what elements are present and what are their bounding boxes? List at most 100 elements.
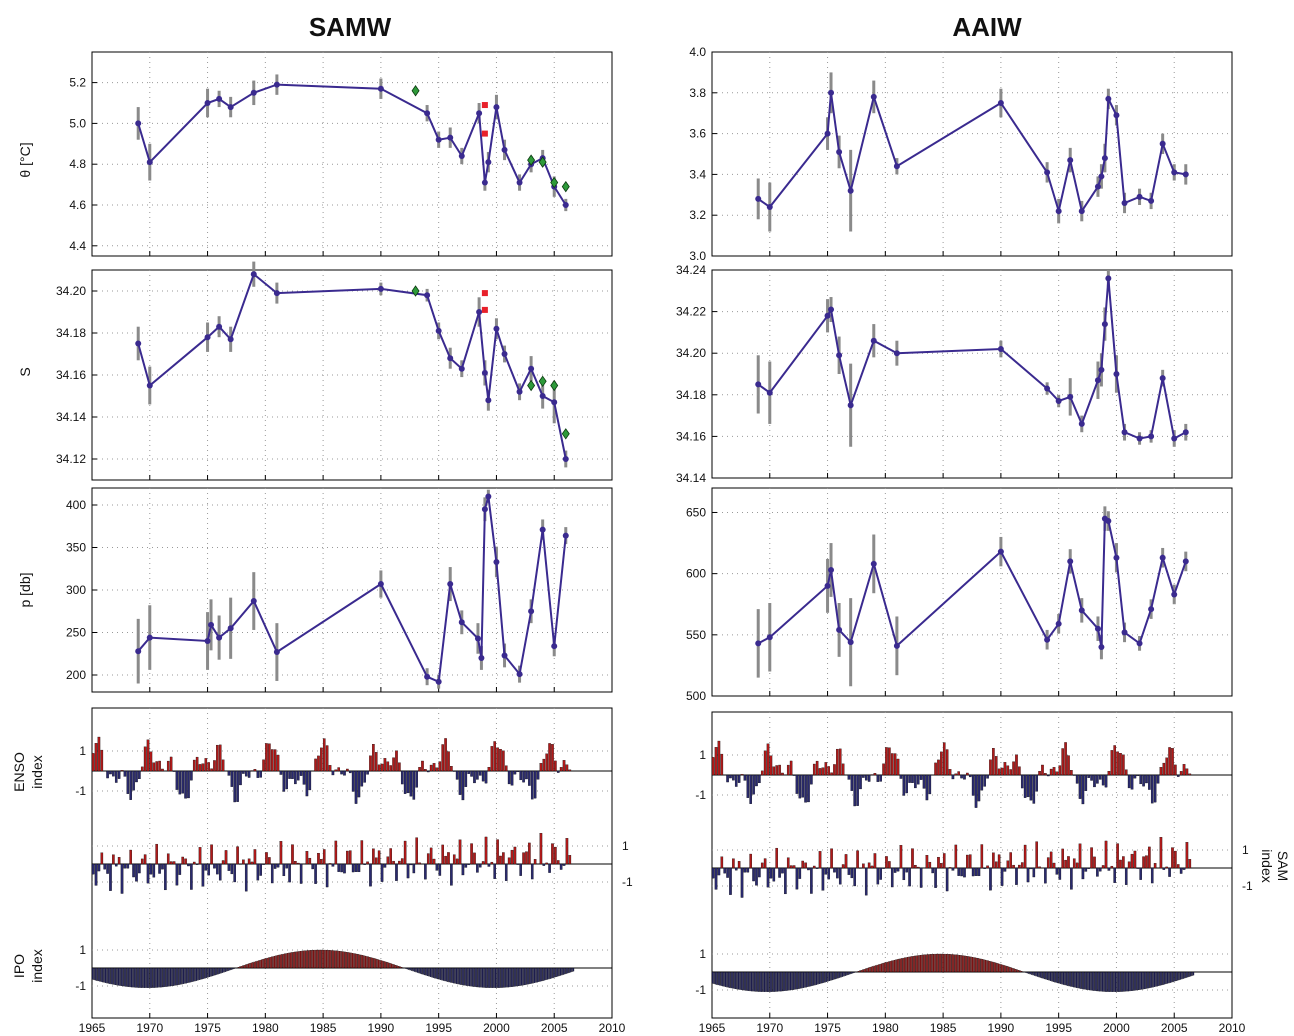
sam-bar xyxy=(1124,867,1128,885)
data-point xyxy=(273,290,280,297)
enso-bar xyxy=(129,770,132,800)
sam-bar xyxy=(997,854,1001,869)
data-point xyxy=(273,649,280,656)
ipo-bar xyxy=(824,971,826,983)
ipo-bar xyxy=(863,969,865,973)
ipo-bar xyxy=(185,967,188,984)
ipo-bar xyxy=(535,967,537,983)
ipo-bar xyxy=(569,967,572,973)
ipo-bar xyxy=(1189,971,1192,977)
enso-bar xyxy=(801,774,804,798)
ipo-bar xyxy=(188,967,190,983)
sam-bar xyxy=(942,853,946,869)
enso-bar xyxy=(890,753,894,776)
enso-bar xyxy=(948,769,952,776)
enso-bar xyxy=(928,774,932,795)
enso-bar xyxy=(438,761,442,772)
sam-bar xyxy=(1165,866,1168,869)
svg-text:ENSO: ENSO xyxy=(11,752,27,792)
x-tick-label: 1975 xyxy=(194,1021,221,1035)
data-point xyxy=(828,306,835,313)
ipo-bar xyxy=(393,964,396,969)
sam-bar xyxy=(201,863,205,887)
index-tick-label: -1 xyxy=(75,979,86,993)
sam-bar xyxy=(867,862,871,869)
enso-bar xyxy=(291,770,294,779)
ipo-bar xyxy=(1035,971,1037,977)
ipo-bar xyxy=(1057,971,1059,984)
ipo-bar xyxy=(94,967,97,981)
enso-bar xyxy=(383,758,387,772)
enso-bar xyxy=(896,758,900,776)
data-point xyxy=(458,365,465,372)
ipo-bar xyxy=(1188,971,1190,977)
series-line xyxy=(757,516,1187,648)
ipo-bar xyxy=(838,971,841,978)
sam-bar xyxy=(980,844,984,869)
enso-bar xyxy=(1182,764,1186,776)
ipo-bar xyxy=(758,971,760,992)
data-point xyxy=(1055,208,1062,215)
ipo-bar xyxy=(97,967,99,982)
ipo-bar xyxy=(113,967,115,985)
ipo-bar xyxy=(737,971,740,990)
enso-bar xyxy=(354,770,358,804)
ipo-bar xyxy=(448,967,450,983)
ipo-bar xyxy=(1051,971,1053,982)
y-tick-label: 650 xyxy=(686,505,706,519)
enso-bar xyxy=(1009,769,1012,776)
ipo-bar xyxy=(532,967,534,984)
sam-bar xyxy=(734,867,738,871)
sam-bar xyxy=(1150,867,1154,884)
salinity-ylabel: S xyxy=(17,367,33,376)
sam-bar xyxy=(516,863,520,865)
ipo-bar xyxy=(973,957,975,973)
ipo-bar xyxy=(931,954,933,973)
data-point xyxy=(1171,435,1178,442)
ipo-bar xyxy=(1065,971,1068,986)
enso-bar xyxy=(937,759,940,776)
data-point xyxy=(1101,321,1108,328)
y-tick-label: 300 xyxy=(66,583,86,597)
enso-bar xyxy=(175,770,179,790)
data-point xyxy=(424,110,431,117)
sam-bar xyxy=(247,858,251,865)
ipo-bar xyxy=(568,967,570,973)
green-marker xyxy=(411,85,420,97)
ipo-bar xyxy=(1116,971,1118,992)
ipo-bar xyxy=(905,957,907,973)
sam-bar xyxy=(496,839,499,865)
ipo-bar xyxy=(507,967,510,988)
enso-bar xyxy=(1055,771,1059,776)
ipo-bar xyxy=(1181,971,1183,980)
x-tick-label: 1995 xyxy=(1045,1021,1072,1035)
x-tick-label: 1970 xyxy=(756,1021,783,1035)
enso-bar xyxy=(986,774,989,779)
ipo-bar xyxy=(317,949,319,969)
ipo-bar xyxy=(158,967,160,988)
theta-ylabel: θ [°C] xyxy=(17,142,33,177)
enso-bar xyxy=(230,770,234,787)
ipo-bar xyxy=(778,971,780,992)
sam-bar xyxy=(172,861,176,865)
ipo-bar xyxy=(452,967,455,984)
sam-bar xyxy=(749,853,752,869)
ipo-bar xyxy=(1185,971,1187,978)
enso-bar xyxy=(867,774,871,782)
data-point xyxy=(476,309,483,315)
ipo-bar xyxy=(520,967,523,986)
enso-bar xyxy=(478,770,482,776)
ipo-bar xyxy=(1074,971,1076,988)
series-line xyxy=(757,278,1187,441)
ipo-bar xyxy=(1101,971,1104,992)
ipo-bar xyxy=(1013,968,1016,973)
y-tick-label: 5.2 xyxy=(69,76,86,90)
enso-bar xyxy=(190,770,193,781)
enso-bar xyxy=(415,770,418,788)
ipo-bar xyxy=(883,962,886,973)
ipo-bar xyxy=(928,954,930,973)
sam-bar xyxy=(752,867,755,882)
sam-bar xyxy=(354,863,358,872)
sam-bar xyxy=(484,836,488,865)
ipo-bar xyxy=(337,950,339,969)
